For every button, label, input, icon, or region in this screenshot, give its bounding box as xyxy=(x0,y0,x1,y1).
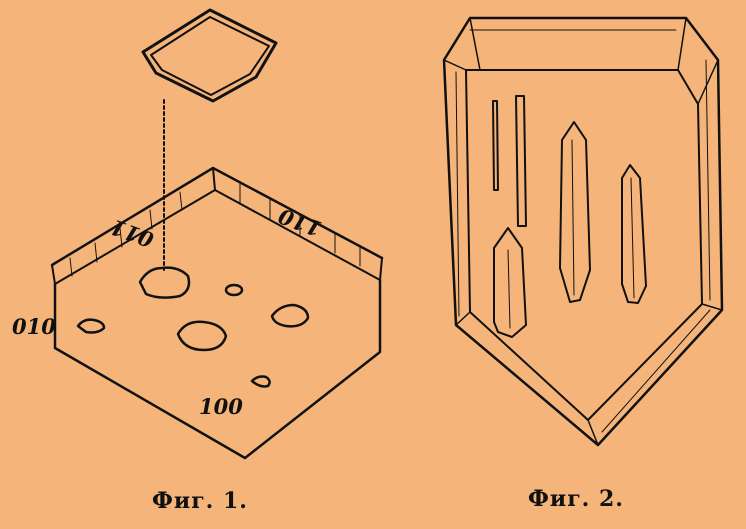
etch-pit-left xyxy=(76,318,106,334)
crystal1-lower-outline xyxy=(53,278,382,460)
crystal1-left-side xyxy=(51,264,56,285)
inclusion-4-core xyxy=(630,177,635,299)
enlarged-pit-inner xyxy=(150,16,270,96)
inclusion-3 xyxy=(559,121,591,303)
crystal1-top-edge xyxy=(50,166,384,267)
enlarged-pit-outer xyxy=(141,8,278,103)
inclusion-1 xyxy=(492,100,499,191)
crystal1-bevel-ridge xyxy=(212,167,216,191)
crystal2-inner xyxy=(465,69,703,421)
crystal1-bevel-hatching xyxy=(69,182,361,277)
inclusion-4 xyxy=(621,164,647,304)
crystal1-right-side xyxy=(379,257,383,281)
face-label-100: 100 xyxy=(199,394,243,419)
figure-1-caption: Фиг. 1. xyxy=(152,488,248,514)
inclusion-5 xyxy=(493,227,527,338)
crystal2-facet-lines xyxy=(443,17,723,446)
figure-2-caption: Фиг. 2. xyxy=(528,486,624,512)
inclusion-5-core xyxy=(507,249,511,329)
inclusion-2 xyxy=(515,95,527,227)
etch-pit-center xyxy=(176,320,228,352)
etch-pit-tiny xyxy=(250,375,271,388)
inclusion-3-core xyxy=(571,139,575,296)
etch-pit-large xyxy=(138,266,191,299)
face-label-010: 010 xyxy=(12,314,56,339)
crystal2-outer xyxy=(442,16,724,447)
crystal1-bevel-edge xyxy=(54,189,381,285)
crystal2-face-shading xyxy=(455,29,711,433)
etch-pit-right xyxy=(270,303,310,328)
etch-pit-small xyxy=(224,283,244,297)
